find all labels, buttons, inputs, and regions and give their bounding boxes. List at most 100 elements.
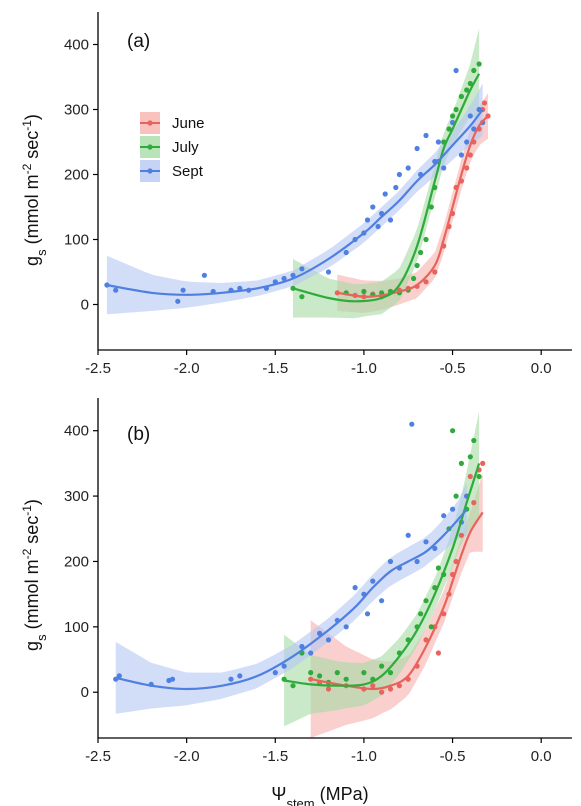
point-july [334,670,340,676]
point-sept [375,223,381,230]
point-july [458,93,464,100]
point-sept [116,673,122,679]
point-sept [352,585,358,591]
point-june [467,473,473,480]
point-sept [387,558,394,565]
point-july [317,673,323,679]
x-tick-label: -2.0 [174,360,200,377]
point-june [435,650,441,656]
y-tick-label: 300 [64,488,89,505]
point-sept [393,184,399,191]
fit-line-june [310,511,484,691]
point-sept [299,643,305,650]
confidence-bands [106,28,488,319]
point-sept [441,165,447,171]
point-july [428,624,434,630]
point-sept [467,113,473,119]
point-sept [228,676,234,682]
legend-label-july: July [172,139,199,156]
x-tick-label: 0.0 [531,360,552,377]
point-sept [405,532,411,538]
point-july [453,493,459,499]
point-sept [423,132,429,139]
point-july [476,61,482,67]
point-sept [435,139,441,145]
y-tick-label: 0 [81,297,89,314]
point-july [435,565,441,571]
point-july [453,106,459,113]
point-june [396,683,402,689]
x-tick-label: -0.5 [440,748,466,765]
point-june [325,686,332,692]
point-june [458,532,464,538]
point-june [464,165,470,171]
point-sept [169,676,176,682]
point-sept [405,165,411,171]
point-sept [453,67,459,74]
point-sept [396,171,402,178]
point-sept [432,545,438,552]
fit-line-july [283,463,481,687]
point-july [361,288,367,295]
point-july [471,437,477,444]
point-sept [325,269,332,275]
point-sept [272,670,278,676]
point-sept [370,578,376,584]
point-july [428,204,434,210]
point-sept [113,287,119,293]
legend-label-june: June [172,115,205,132]
point-sept [382,191,388,197]
point-june [453,558,459,565]
point-sept [290,272,296,278]
legend: June July Sept [140,112,205,182]
legend-dot-july [147,144,153,150]
axes: -2.5 -2.0 -1.5 -1.0 -0.5 0.0 0 100 200 300 400 [64,398,572,765]
point-sept [379,598,385,604]
point-july [446,126,452,132]
y-tick-label: 0 [81,684,89,701]
point-july [414,262,420,269]
point-sept [458,152,464,158]
x-tick-label: -1.5 [262,748,288,765]
point-sept [237,285,243,291]
x-tick-label: -2.0 [174,748,200,765]
point-sept [180,287,186,293]
point-sept [325,637,332,643]
point-june [467,152,473,158]
x-tick-label: -1.0 [351,360,377,377]
point-sept [364,611,371,617]
panel-label: (a) [127,31,150,52]
point-sept [441,513,447,519]
x-tick-label: 0.0 [531,748,552,765]
point-sept [308,650,314,656]
y-tick-label: 100 [64,619,89,636]
point-sept [414,558,420,565]
x-tick-label: -1.5 [262,360,288,377]
point-sept [423,539,429,545]
point-july [379,663,385,669]
fit-line-june [337,115,489,298]
point-june [471,500,477,506]
point-june [387,686,394,692]
point-july [450,428,456,434]
legend-dot-sept [147,168,153,174]
point-june [423,637,429,643]
panel-label: (b) [127,424,150,445]
point-july [467,454,473,460]
fit-line-july [292,73,481,303]
band-sept [115,483,467,714]
legend-dot-june [147,120,153,126]
point-sept [281,275,287,282]
point-june [370,683,376,689]
fit-line-sept [106,108,484,296]
x-tick-label: -2.5 [85,360,111,377]
point-july [387,670,394,676]
point-july [458,460,464,466]
point-june [481,100,488,106]
panel-a: -2.5 -2.0 -1.5 -1.0 -0.5 0.0 0 100 200 300 400 (a)… [20,12,572,377]
x-tick-label: -1.0 [351,748,377,765]
y-tick-label: 200 [64,167,89,184]
point-july [471,67,477,74]
y-tick-label: 100 [64,232,89,249]
point-sept [343,249,349,256]
